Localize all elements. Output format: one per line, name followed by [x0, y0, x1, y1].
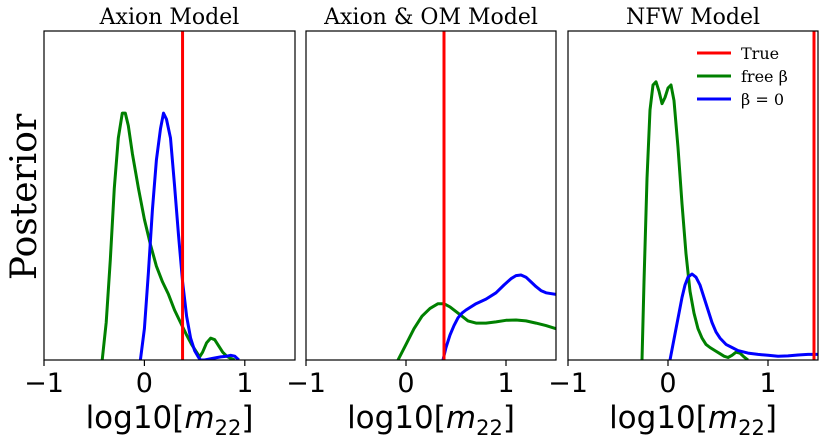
x-tick-label: 1 — [236, 368, 253, 399]
series-line-free-beta — [100, 111, 236, 360]
legend: True free β β = 0 — [697, 44, 788, 109]
x-tick-label: 1 — [759, 368, 776, 399]
legend-label: β = 0 — [741, 90, 784, 109]
legend-label: True — [741, 44, 779, 63]
x-tick-label: 0 — [397, 368, 414, 399]
axes-frame — [305, 30, 557, 361]
panel-title: Axion Model — [99, 5, 240, 30]
x-axis-label: log10[m22] — [347, 400, 515, 440]
x-tick-label: −1 — [24, 368, 64, 399]
legend-item: free β — [697, 67, 788, 86]
legend-item: True — [697, 44, 779, 63]
x-tick-label: −1 — [286, 368, 326, 399]
x-tick-label: 0 — [136, 368, 153, 399]
series-line-free-beta — [396, 302, 556, 360]
axes-frame — [567, 30, 819, 361]
series-line-beta-zero — [441, 273, 556, 360]
x-tick-label: 1 — [497, 368, 514, 399]
panel-title: NFW Model — [626, 5, 760, 30]
legend-label: free β — [741, 67, 788, 86]
y-axis-label: Posterior — [4, 113, 45, 280]
legend-item: β = 0 — [697, 90, 784, 109]
x-tick-label: 0 — [659, 368, 676, 399]
x-tick-label: −1 — [548, 368, 588, 399]
series-line-beta-zero — [138, 111, 240, 360]
series-line-beta-zero — [668, 272, 818, 360]
panel-title: Axion & OM Model — [323, 5, 538, 30]
x-axis-label: log10[m22] — [86, 400, 254, 440]
series-line-free-beta — [640, 80, 749, 360]
x-axis-label: log10[m22] — [609, 400, 777, 440]
axes-frame — [43, 30, 296, 361]
